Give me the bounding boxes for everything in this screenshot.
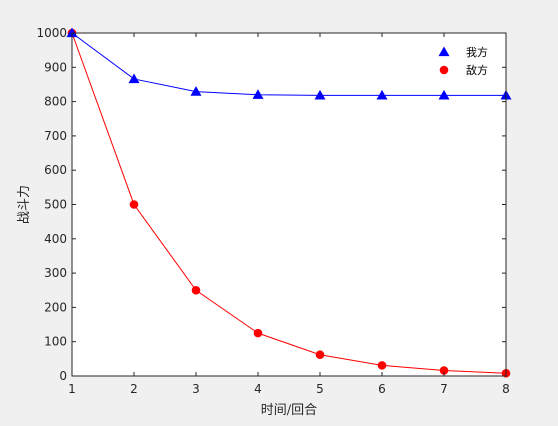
data-point (129, 200, 139, 209)
y-tick-label: 100 (44, 335, 67, 349)
legend-label: 我方 (466, 45, 488, 59)
x-tick-label: 3 (192, 382, 200, 396)
data-point (314, 89, 326, 100)
y-axis-label: 战斗力 (17, 185, 32, 224)
x-tick-label: 2 (130, 382, 138, 396)
data-point (66, 27, 78, 38)
x-tick-label: 1 (68, 382, 76, 396)
data-point (190, 86, 202, 96)
plot-area-background (72, 33, 506, 376)
y-tick-label: 900 (44, 60, 67, 74)
x-tick-label: 5 (316, 382, 324, 396)
series-ours (66, 27, 512, 100)
y-tick-label: 600 (44, 163, 67, 177)
y-tick-label: 200 (44, 300, 67, 314)
x-axis-label: 时间/回合 (261, 403, 317, 418)
data-point (439, 366, 449, 375)
data-point (191, 285, 201, 295)
y-tick-label: 700 (44, 129, 67, 143)
x-tick-label: 6 (378, 382, 386, 396)
y-tick-label: 1000 (36, 26, 67, 40)
y-axis: 0 100 200 300 400 500 600 700 800 900 1000 (36, 26, 506, 383)
series-line (71, 32, 507, 374)
data-point (253, 328, 263, 338)
x-tick-label: 8 (502, 382, 510, 396)
data-point (376, 89, 388, 100)
y-tick-label: 500 (44, 198, 67, 212)
y-tick-label: 800 (44, 95, 67, 109)
y-tick-label: 400 (44, 232, 67, 246)
x-tick-label: 4 (254, 382, 262, 396)
series-line (71, 32, 506, 96)
series-layer (66, 27, 512, 378)
y-tick-label: 300 (44, 266, 67, 280)
data-point (315, 350, 325, 360)
data-point (438, 89, 450, 100)
x-tick-label: 7 (440, 382, 448, 396)
y-tick-label: 0 (59, 369, 67, 383)
legend-marker (438, 46, 450, 57)
data-point (128, 73, 140, 84)
legend-label: 敌方 (466, 63, 488, 77)
legend-marker (439, 65, 449, 75)
data-point (377, 361, 387, 370)
x-axis: 1 2 3 4 5 6 7 8 (68, 33, 510, 396)
data-point (252, 89, 264, 99)
